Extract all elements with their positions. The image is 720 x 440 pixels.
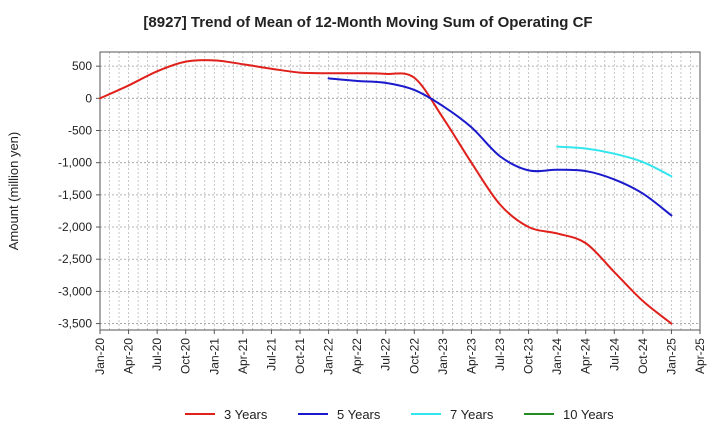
legend-label-10-years: 10 Years bbox=[563, 407, 614, 422]
y-tick-label: -2,000 bbox=[58, 220, 92, 234]
x-tick-label: Jan-22 bbox=[322, 338, 336, 375]
x-tick-label: Jan-23 bbox=[436, 338, 450, 375]
legend-label-5-years: 5 Years bbox=[337, 407, 381, 422]
x-tick-label: Apr-24 bbox=[579, 338, 593, 374]
x-tick-label: Jul-23 bbox=[493, 338, 507, 371]
x-tick-label: Oct-24 bbox=[636, 338, 650, 374]
legend-label-7-years: 7 Years bbox=[450, 407, 494, 422]
x-tick-label: Jan-25 bbox=[664, 338, 678, 375]
x-tick-label: Jul-22 bbox=[379, 338, 393, 371]
y-tick-label: 0 bbox=[85, 91, 92, 105]
x-tick-label: Jan-21 bbox=[207, 338, 221, 375]
x-tick-label: Jul-20 bbox=[150, 338, 164, 371]
x-tick-label: Apr-20 bbox=[122, 338, 136, 374]
y-tick-label: -1,000 bbox=[58, 156, 92, 170]
x-axis-ticks: Jan-20 Apr-20 Jul-20 Oct-20 Jan-21 Apr-21 Jul-… bbox=[93, 330, 707, 375]
grid-lines bbox=[100, 52, 700, 330]
x-tick-label: Apr-21 bbox=[236, 338, 250, 374]
series-line-7-years bbox=[556, 145, 673, 178]
x-tick-label: Oct-22 bbox=[407, 338, 421, 374]
x-tick-label: Jan-24 bbox=[550, 338, 564, 375]
x-tick-label: Oct-20 bbox=[179, 338, 193, 374]
y-tick-label: 500 bbox=[72, 59, 92, 73]
x-tick-label: Apr-22 bbox=[350, 338, 364, 374]
y-tick-label: -500 bbox=[68, 124, 92, 138]
y-tick-label: -2,500 bbox=[58, 252, 92, 266]
x-tick-label: Apr-23 bbox=[464, 338, 478, 374]
x-tick-label: Jan-20 bbox=[93, 338, 107, 375]
chart-title: [8927] Trend of Mean of 12-Month Moving … bbox=[143, 14, 592, 31]
series-layer bbox=[99, 59, 673, 325]
x-tick-label: Jul-21 bbox=[264, 338, 278, 371]
y-tick-label: -3,000 bbox=[58, 284, 92, 298]
legend: 3 Years 5 Years 7 Years 10 Years bbox=[185, 407, 614, 422]
y-axis-label: Amount (million yen) bbox=[6, 132, 21, 251]
y-tick-label: -1,500 bbox=[58, 188, 92, 202]
legend-label-3-years: 3 Years bbox=[224, 407, 268, 422]
series-line-5-years bbox=[327, 77, 673, 217]
x-tick-label: Apr-25 bbox=[693, 338, 707, 374]
x-tick-label: Oct-23 bbox=[522, 338, 536, 374]
y-axis-ticks: 500 0 -500 -1,000 -1,500 -2,000 -2,500 -3,000 -3… bbox=[58, 59, 100, 331]
x-tick-label: Oct-21 bbox=[293, 338, 307, 374]
x-tick-label: Jul-24 bbox=[607, 338, 621, 371]
series-line-3-years bbox=[99, 59, 673, 325]
y-tick-label: -3,500 bbox=[58, 317, 92, 331]
plot-area-frame bbox=[99, 51, 701, 331]
